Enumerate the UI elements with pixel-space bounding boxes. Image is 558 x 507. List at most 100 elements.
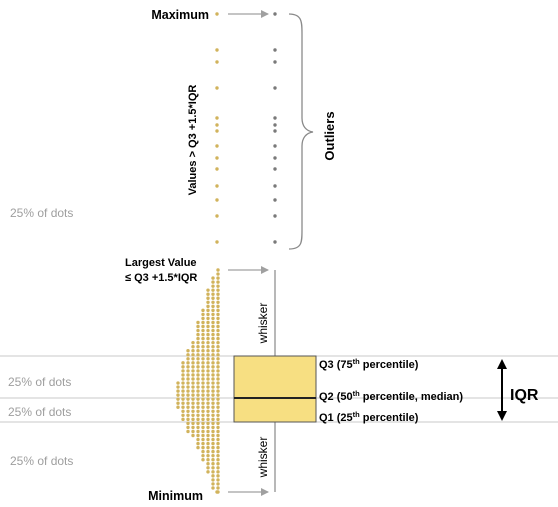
distribution-dot xyxy=(206,316,210,321)
distribution-dot xyxy=(211,486,215,490)
distribution-dot xyxy=(206,441,210,446)
distribution-dot xyxy=(186,397,190,401)
distribution-dot xyxy=(186,361,190,365)
distribution-dot xyxy=(211,405,215,409)
distribution-dot xyxy=(211,377,215,381)
distribution-dot xyxy=(211,482,215,486)
distribution-dot xyxy=(191,389,195,393)
distribution-dot xyxy=(211,441,215,446)
upper-whisker-label: whisker xyxy=(256,303,270,345)
lower-whisker-label: whisker xyxy=(256,437,270,479)
distribution-dot xyxy=(211,470,215,474)
distribution-dot xyxy=(216,466,220,470)
distribution-dot xyxy=(211,409,215,413)
distribution-dot xyxy=(211,316,215,321)
distribution-dot xyxy=(186,409,190,413)
distribution-dot xyxy=(211,478,215,482)
distribution-dot xyxy=(211,349,215,353)
distribution-dot xyxy=(186,377,190,381)
distribution-dot xyxy=(196,361,200,365)
outlier-dot xyxy=(215,198,219,202)
distribution-dot xyxy=(196,365,200,369)
distribution-dot xyxy=(216,385,220,389)
outlier-marker xyxy=(273,156,277,160)
distribution-dot xyxy=(191,433,195,438)
outlier-marker xyxy=(273,48,277,52)
largest-value-label-line1: Largest Value xyxy=(125,257,197,269)
outlier-dot xyxy=(215,156,219,160)
distribution-dot xyxy=(211,445,215,450)
distribution-dot xyxy=(206,393,210,397)
distribution-dot xyxy=(211,458,215,462)
distribution-dot xyxy=(176,401,180,405)
distribution-dot xyxy=(201,353,205,357)
distribution-dot xyxy=(206,336,210,341)
distribution-dot xyxy=(211,449,215,454)
distribution-dot xyxy=(216,344,220,349)
distribution-dot xyxy=(211,292,215,296)
distribution-dot xyxy=(181,417,185,422)
distribution-dot xyxy=(176,389,180,393)
distribution-dot xyxy=(191,429,195,434)
distribution-dot xyxy=(216,449,220,454)
distribution-dot xyxy=(211,393,215,397)
distribution-dot xyxy=(186,417,190,422)
distribution-dot xyxy=(211,433,215,438)
distribution-dot xyxy=(206,385,210,389)
distribution-dot xyxy=(186,385,190,389)
distribution-dot xyxy=(196,349,200,353)
distribution-dot xyxy=(196,445,200,450)
distribution-dot xyxy=(216,437,220,442)
distribution-dot xyxy=(191,369,195,373)
distribution-dot xyxy=(216,304,220,309)
distribution-dot xyxy=(186,349,190,353)
distribution-dot xyxy=(211,300,215,304)
distribution-dot xyxy=(206,296,210,300)
distribution-dot xyxy=(206,413,210,418)
outlier-marker xyxy=(273,86,277,90)
q3-label: Q3 (75th percentile) xyxy=(319,357,419,371)
distribution-dot xyxy=(211,324,215,329)
outlier-dot xyxy=(215,167,219,171)
distribution-dot xyxy=(211,425,215,430)
distribution-dot xyxy=(201,361,205,365)
distribution-dot xyxy=(191,373,195,377)
distribution-dot xyxy=(176,405,180,409)
distribution-dot xyxy=(206,437,210,442)
distribution-dot xyxy=(211,284,215,288)
distribution-dot xyxy=(191,405,195,409)
distribution-dot xyxy=(186,373,190,377)
outlier-dot xyxy=(215,240,219,244)
distribution-dot xyxy=(206,429,210,434)
outlier-marker xyxy=(273,129,277,133)
distribution-dot xyxy=(181,361,185,365)
distribution-dot xyxy=(191,365,195,369)
distribution-dot xyxy=(181,365,185,369)
outlier-marker xyxy=(273,167,277,171)
distribution-dot xyxy=(196,417,200,422)
distribution-dot xyxy=(181,373,185,377)
distribution-dot xyxy=(191,409,195,413)
distribution-dot xyxy=(201,349,205,353)
outlier-marker xyxy=(273,60,277,64)
distribution-dot xyxy=(216,316,220,321)
distribution-dot xyxy=(216,405,220,409)
distribution-dot xyxy=(201,328,205,333)
distribution-dot xyxy=(201,417,205,422)
distribution-dot xyxy=(201,421,205,426)
distribution-dot xyxy=(216,421,220,426)
outlier-dot xyxy=(215,184,219,188)
distribution-dot xyxy=(211,401,215,405)
distribution-dot xyxy=(216,401,220,405)
distribution-dot xyxy=(186,421,190,426)
distribution-dot xyxy=(216,441,220,446)
distribution-dot xyxy=(211,474,215,478)
distribution-dot xyxy=(211,357,215,361)
distribution-dot xyxy=(216,332,220,337)
distribution-dot xyxy=(216,308,220,313)
distribution-dot xyxy=(201,458,205,462)
distribution-dot xyxy=(201,393,205,397)
outlier-dot xyxy=(215,60,219,64)
